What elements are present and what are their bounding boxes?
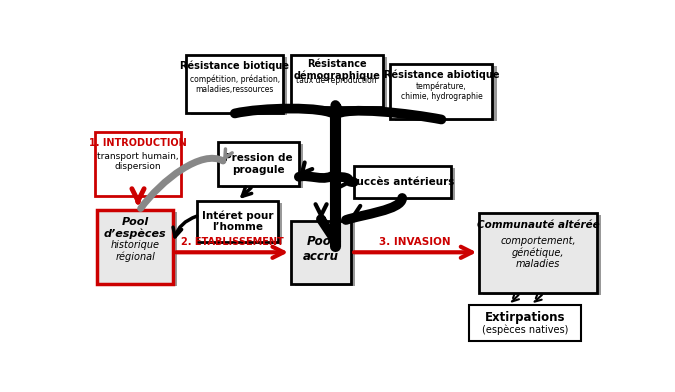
FancyBboxPatch shape <box>190 56 288 115</box>
FancyBboxPatch shape <box>390 64 493 120</box>
Text: Résistance biotique: Résistance biotique <box>180 60 290 71</box>
FancyBboxPatch shape <box>295 222 355 286</box>
Text: Résistance
démographique: Résistance démographique <box>294 59 380 81</box>
Text: transport humain,
dispersion: transport humain, dispersion <box>97 152 179 171</box>
Text: historique
régional: historique régional <box>111 240 160 262</box>
Text: Pression de
proagule: Pression de proagule <box>224 153 293 175</box>
FancyBboxPatch shape <box>291 54 383 107</box>
Text: Intéret pour
l’homme: Intéret pour l’homme <box>202 210 273 232</box>
Text: Pool
d’espèces: Pool d’espèces <box>104 217 167 239</box>
Text: température,
chimie, hydrographie: température, chimie, hydrographie <box>400 81 482 101</box>
Text: comportement,
génétique,
maladies: comportement, génétique, maladies <box>500 236 576 269</box>
FancyBboxPatch shape <box>395 65 497 122</box>
FancyBboxPatch shape <box>354 166 451 198</box>
FancyBboxPatch shape <box>201 203 282 244</box>
FancyBboxPatch shape <box>291 221 351 284</box>
Text: Résistance abiotique: Résistance abiotique <box>383 69 499 80</box>
Text: 3. INVASION: 3. INVASION <box>379 237 451 247</box>
Text: Succès antérieurs: Succès antérieurs <box>350 177 455 187</box>
FancyBboxPatch shape <box>101 212 177 286</box>
Text: taux de reproduction: taux de reproduction <box>296 76 377 85</box>
FancyBboxPatch shape <box>197 201 278 242</box>
Text: Pool
accru: Pool accru <box>303 235 339 263</box>
FancyBboxPatch shape <box>186 54 284 113</box>
FancyBboxPatch shape <box>97 210 173 284</box>
Text: (espèces natives): (espèces natives) <box>482 325 568 335</box>
Text: 2. ETABLISSEMENT: 2. ETABLISSEMENT <box>181 237 284 247</box>
Text: Extirpations: Extirpations <box>485 311 566 324</box>
FancyBboxPatch shape <box>469 305 581 341</box>
FancyBboxPatch shape <box>218 142 299 186</box>
FancyBboxPatch shape <box>222 144 303 188</box>
FancyBboxPatch shape <box>483 215 601 295</box>
FancyBboxPatch shape <box>295 56 387 109</box>
Text: 1. INTRODUCTION: 1. INTRODUCTION <box>89 138 187 148</box>
Text: compétition, prédation,
maladies,ressources: compétition, prédation, maladies,ressour… <box>190 74 280 94</box>
FancyBboxPatch shape <box>358 168 455 200</box>
Text: Communauté altérée: Communauté altérée <box>477 220 599 230</box>
FancyBboxPatch shape <box>479 213 597 293</box>
